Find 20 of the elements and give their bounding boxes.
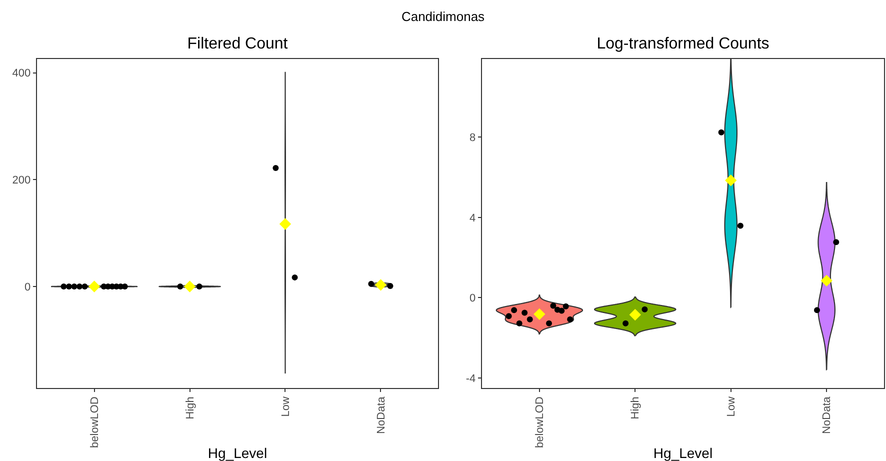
y-tick-label: 200: [12, 174, 31, 187]
y-tick-label: 400: [12, 68, 31, 80]
x-axis-title: Hg_Level: [208, 445, 268, 461]
y-tick-label: 0: [469, 292, 476, 305]
text: Candidimonas: [401, 9, 485, 25]
x-axis-title: Hg_Level: [653, 445, 713, 461]
x-tick-label: Low: [725, 396, 738, 417]
x-tick-label: High: [184, 396, 196, 420]
x-tick-label: NoData: [375, 396, 388, 434]
y-tick-label: 4: [469, 212, 476, 224]
y-tick-label: -4: [466, 372, 476, 385]
x-tick-label: Low: [280, 396, 292, 417]
chart-title: Filtered Count: [187, 36, 288, 53]
x-tick-label: belowLOD: [88, 396, 101, 448]
y-tick-label: 0: [24, 281, 31, 294]
x-tick-label: High: [630, 396, 642, 420]
y-tick-label: 8: [469, 132, 476, 144]
x-tick-label: belowLOD: [534, 396, 546, 448]
chart-title: Log-transformed Counts: [596, 36, 770, 53]
x-tick-label: NoData: [821, 396, 834, 434]
